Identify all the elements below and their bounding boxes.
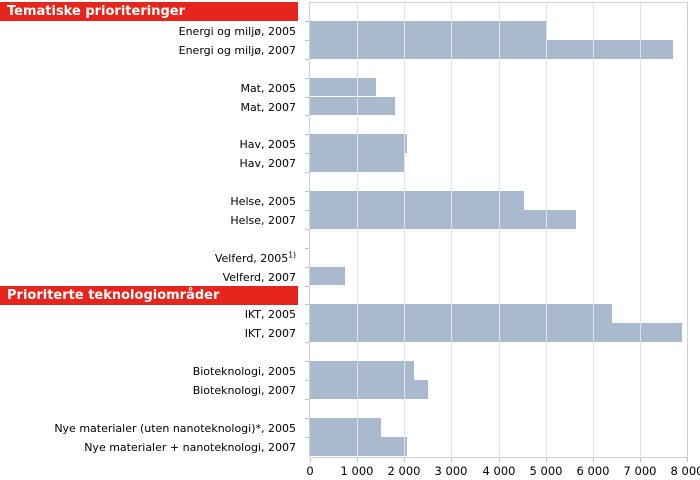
category-label: Helse, 2007 bbox=[0, 211, 296, 230]
gridline bbox=[546, 3, 547, 457]
category-axis-tick bbox=[305, 304, 309, 306]
category-axis-tick bbox=[305, 209, 309, 211]
category-label: Nye materialer (uten nanoteknologi)*, 20… bbox=[0, 419, 296, 438]
category-label: Energi og miljø, 2005 bbox=[0, 22, 296, 41]
category-axis-tick bbox=[305, 96, 309, 98]
footnote-marker: 1) bbox=[288, 250, 296, 260]
bar bbox=[310, 436, 407, 456]
category-axis-tick bbox=[305, 361, 309, 363]
category-axis-tick bbox=[305, 436, 309, 438]
category-label-text: IKT, 2007 bbox=[244, 327, 296, 341]
category-axis-tick bbox=[305, 134, 309, 136]
category-label: Bioteknologi, 2005 bbox=[0, 362, 296, 381]
category-axis-tick bbox=[305, 342, 309, 344]
category-label: IKT, 2007 bbox=[0, 324, 296, 343]
section-header: Prioriterte teknologiområder bbox=[0, 285, 298, 305]
category-axis-tick bbox=[305, 153, 309, 155]
category-axis-tick bbox=[305, 20, 309, 22]
category-label-text: Mat, 2007 bbox=[240, 100, 296, 114]
category-axis-tick bbox=[305, 115, 309, 117]
category-axis-tick bbox=[305, 247, 309, 249]
category-label: IKT, 2005 bbox=[0, 305, 296, 324]
gridline bbox=[593, 3, 594, 457]
bar bbox=[310, 96, 395, 116]
x-axis-tick-label: 4 000 bbox=[482, 463, 516, 478]
x-axis-tick-label: 5 000 bbox=[529, 463, 563, 478]
category-label: Hav, 2005 bbox=[0, 135, 296, 154]
category-label: Mat, 2007 bbox=[0, 98, 296, 117]
category-label-text: Energi og miljø, 2005 bbox=[178, 24, 296, 38]
x-axis-tick-label: 0 bbox=[306, 463, 314, 478]
x-axis-tick-label: 6 000 bbox=[576, 463, 610, 478]
gridline bbox=[451, 3, 452, 457]
x-axis-tick-label: 7 000 bbox=[623, 463, 657, 478]
bar bbox=[310, 266, 346, 286]
category-label: Nye materialer + nanoteknologi, 2007 bbox=[0, 438, 296, 457]
bar bbox=[310, 361, 414, 380]
category-axis-tick bbox=[305, 417, 309, 419]
category-label-text: IKT, 2005 bbox=[244, 308, 296, 322]
bar bbox=[310, 20, 546, 40]
bar bbox=[310, 134, 407, 154]
category-axis-tick bbox=[305, 323, 309, 325]
gridline bbox=[357, 3, 358, 457]
category-label: Velferd, 2007 bbox=[0, 268, 296, 287]
x-axis-tick-label: 1 000 bbox=[340, 463, 374, 478]
category-axis-tick bbox=[305, 191, 309, 192]
category-axis-tick bbox=[305, 77, 309, 79]
category-label-text: Mat, 2005 bbox=[240, 81, 296, 95]
x-axis-tick bbox=[357, 457, 358, 462]
gridline bbox=[640, 3, 641, 457]
x-axis-tick bbox=[640, 457, 641, 462]
category-axis-tick bbox=[305, 266, 309, 268]
category-label-text: Nye materialer + nanoteknologi, 2007 bbox=[84, 440, 296, 454]
x-axis-tick bbox=[451, 457, 452, 462]
bar bbox=[310, 304, 612, 324]
category-axis-tick bbox=[305, 172, 309, 174]
x-axis-tick bbox=[310, 457, 311, 462]
x-axis-tick-label: 3 000 bbox=[434, 463, 468, 478]
category-axis-tick bbox=[305, 39, 309, 41]
category-axis-tick bbox=[305, 228, 309, 230]
category-label-text: Bioteknologi, 2005 bbox=[192, 365, 296, 379]
x-axis-tick-label: 2 000 bbox=[387, 463, 421, 478]
category-label-text: Velferd, 2007 bbox=[222, 270, 296, 284]
x-axis-tick bbox=[404, 457, 405, 462]
gridline bbox=[499, 3, 500, 457]
category-label-text: Velferd, 2005 bbox=[214, 251, 289, 265]
bar bbox=[310, 77, 376, 97]
category-label-text: Nye materialer (uten nanoteknologi)*, 20… bbox=[54, 421, 296, 435]
bar bbox=[310, 323, 683, 343]
category-label: Velferd, 20051) bbox=[0, 249, 296, 268]
category-label: Helse, 2005 bbox=[0, 192, 296, 211]
x-axis-tick bbox=[499, 457, 500, 462]
category-label-text: Hav, 2005 bbox=[239, 138, 296, 152]
category-label: Energi og miljø, 2007 bbox=[0, 41, 296, 60]
category-label: Mat, 2005 bbox=[0, 79, 296, 98]
x-axis-tick bbox=[687, 457, 688, 462]
category-label-text: Hav, 2007 bbox=[239, 157, 296, 171]
category-label-text: Helse, 2007 bbox=[230, 213, 296, 227]
bar bbox=[310, 380, 428, 399]
category-label: Bioteknologi, 2007 bbox=[0, 381, 296, 400]
category-label-text: Bioteknologi, 2007 bbox=[192, 384, 296, 397]
category-axis-tick bbox=[305, 380, 309, 381]
category-label-text: Energi og miljø, 2007 bbox=[178, 43, 296, 57]
gridline bbox=[404, 3, 405, 457]
x-axis-tick bbox=[546, 457, 547, 462]
category-axis-tick bbox=[305, 398, 309, 400]
bar bbox=[310, 209, 577, 229]
plot-area bbox=[309, 2, 688, 458]
x-axis-tick-label: 8 000 bbox=[670, 463, 700, 478]
bar bbox=[310, 39, 673, 59]
bar bbox=[310, 191, 525, 210]
section-header: Tematiske prioriteringer bbox=[0, 2, 298, 21]
category-axis-tick bbox=[305, 285, 309, 287]
category-label-text: Helse, 2005 bbox=[230, 195, 296, 208]
category-label: Hav, 2007 bbox=[0, 154, 296, 173]
category-axis-tick bbox=[305, 58, 309, 60]
bar bbox=[310, 417, 381, 437]
x-axis-tick bbox=[593, 457, 594, 462]
